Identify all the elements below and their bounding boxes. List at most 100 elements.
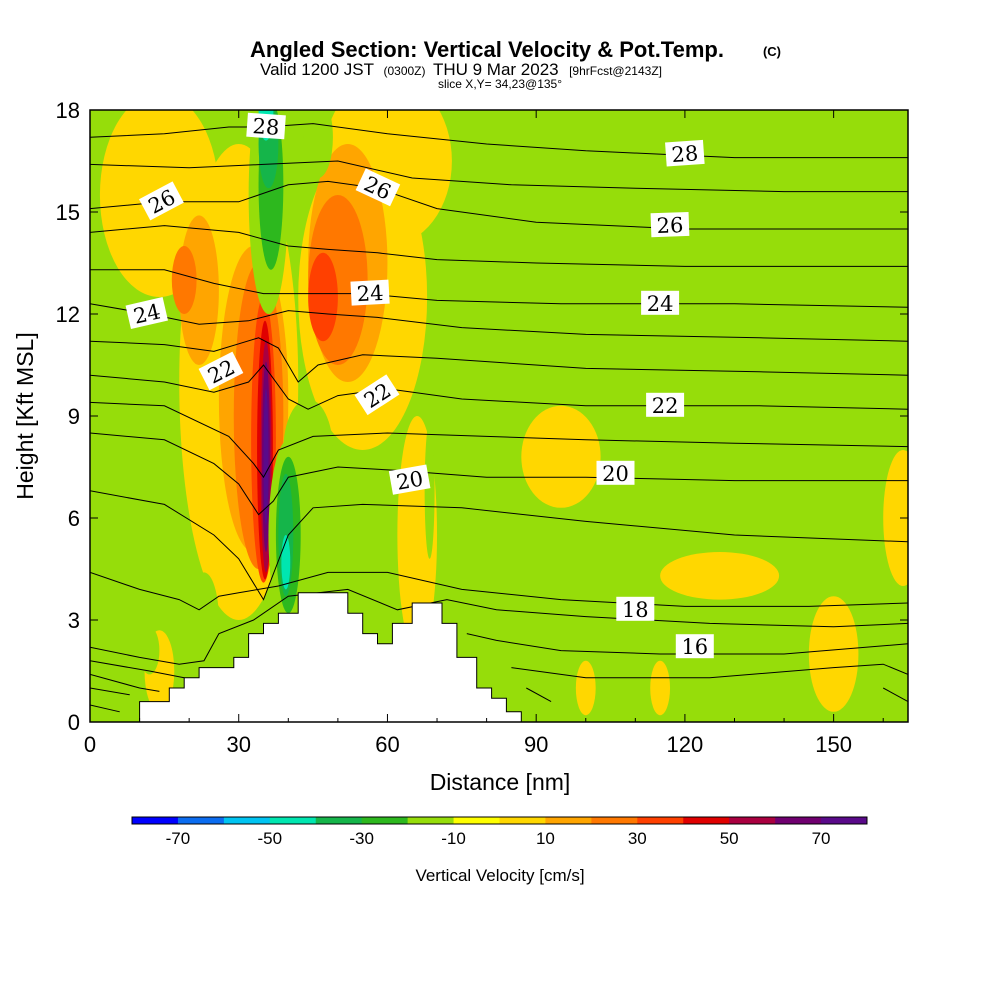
colorbar-tick-label: -30 xyxy=(349,829,374,848)
y-axis-label: Height [Kft MSL] xyxy=(12,332,38,499)
colorbar-segment xyxy=(315,817,363,824)
theta-contour-line xyxy=(90,571,908,611)
velocity-region xyxy=(424,422,435,559)
contour-label-text: 28 xyxy=(671,141,699,167)
colorbar-frame xyxy=(131,816,868,825)
contour-label-box xyxy=(596,460,635,485)
theta-contour-line xyxy=(90,364,908,410)
contour-label-text: 24 xyxy=(647,292,674,316)
contour-label: 22 xyxy=(646,392,685,418)
y-axis: 0 3 6 9 12 15 18 xyxy=(56,98,908,735)
contour-label-text: 20 xyxy=(602,462,629,486)
theta-contour-line xyxy=(511,663,908,679)
colorbar-segment xyxy=(499,817,546,824)
theta-contour-line xyxy=(90,673,160,692)
contour-label: 24 xyxy=(350,279,390,306)
velocity-region xyxy=(575,660,596,716)
velocity-region xyxy=(883,450,908,586)
velocity-region xyxy=(808,596,859,712)
x-tick-label: 120 xyxy=(667,732,704,757)
theta-contour-line xyxy=(90,225,908,267)
contour-label-box xyxy=(139,181,184,221)
theta-contour-line xyxy=(90,303,908,342)
contour-label-box xyxy=(388,464,431,495)
contour-label-text: 24 xyxy=(356,281,384,306)
colorbar-tick-label: -10 xyxy=(441,829,466,848)
colorbar-tick-label: 70 xyxy=(812,829,831,848)
theta-contour-line xyxy=(466,633,908,655)
colorbar-tick-label: 10 xyxy=(536,829,555,848)
contour-label-box xyxy=(355,168,401,207)
colorbar-segment xyxy=(729,817,776,824)
y-tick-label: 18 xyxy=(56,98,80,123)
chart-title: Angled Section: Vertical Velocity & Pot.… xyxy=(250,37,724,62)
contour-label: 26 xyxy=(139,181,184,221)
contour-label: 18 xyxy=(616,596,655,622)
theta-contour-line xyxy=(882,687,908,703)
theta-contour-line xyxy=(90,401,908,479)
y-tick-label: 15 xyxy=(56,200,80,225)
contour-label: 28 xyxy=(246,112,286,140)
contour-label-text: 18 xyxy=(622,598,649,622)
colorbar-segment xyxy=(775,817,822,824)
colorbar-tick-label: 30 xyxy=(628,829,647,848)
colorbar-segment xyxy=(591,817,638,824)
contour-label-box xyxy=(198,351,244,391)
theta-contour-line xyxy=(526,687,552,703)
contour-label-text: 16 xyxy=(681,635,708,659)
contour-label-box xyxy=(675,634,714,659)
theta-contour-line xyxy=(90,180,908,230)
velocity-region xyxy=(189,572,219,668)
colorbar-segment xyxy=(177,817,225,824)
colorbar-segment xyxy=(637,817,684,824)
velocity-region xyxy=(521,405,601,508)
colorbar-segment xyxy=(683,817,730,824)
velocity-region xyxy=(139,626,160,675)
colorbar-segment xyxy=(223,817,271,824)
contour-label-box xyxy=(641,290,680,315)
colorbar-segment xyxy=(361,817,409,824)
colorbar-segment xyxy=(545,817,592,824)
contour-label-box xyxy=(650,211,690,238)
theta-contour-line xyxy=(90,704,120,713)
contour-label: 28 xyxy=(665,139,705,167)
y-tick-label: 3 xyxy=(68,608,80,633)
y-tick-label: 0 xyxy=(68,710,80,735)
x-axis: 0 30 60 90 120 150 xyxy=(84,110,884,757)
velocity-region xyxy=(263,388,269,525)
x-tick-label: 150 xyxy=(815,732,852,757)
theta-contour-line xyxy=(90,588,908,665)
theta-contour-line xyxy=(90,160,908,193)
colorbar-tick-label: -70 xyxy=(166,829,191,848)
contour-label-box xyxy=(246,112,286,140)
velocity-region xyxy=(650,660,671,716)
contour-label-box xyxy=(616,596,655,621)
colorbar-segment xyxy=(821,817,868,824)
theta-contour-line xyxy=(90,123,908,159)
contour-label: 20 xyxy=(596,460,635,486)
theta-contour-line xyxy=(90,490,908,601)
theta-contour-line xyxy=(90,432,908,516)
contour-label: 26 xyxy=(650,211,690,238)
vertical-velocity-field xyxy=(90,110,908,722)
velocity-region xyxy=(171,246,197,314)
theta-contour-line xyxy=(90,337,908,383)
colorbar-segment xyxy=(269,817,317,824)
theta-contour-line xyxy=(90,660,185,679)
colorbar: -70 -50 -30 -10 10 30 50 70 xyxy=(131,816,868,848)
slice-label: slice X,Y= 34,23@135° xyxy=(438,77,562,91)
terrain-mask xyxy=(139,592,522,723)
contour-label: 16 xyxy=(675,634,714,659)
colorbar-tick-label: -50 xyxy=(258,829,283,848)
contour-label-text: 22 xyxy=(652,394,679,418)
velocity-region xyxy=(281,535,291,590)
contour-label: 20 xyxy=(388,464,431,495)
contour-label-text: 28 xyxy=(252,114,280,140)
x-tick-label: 60 xyxy=(375,732,399,757)
y-tick-label: 6 xyxy=(68,506,80,531)
velocity-region xyxy=(660,552,780,600)
contour-label-text: 20 xyxy=(395,466,425,494)
terrain-polygon xyxy=(139,592,522,723)
contour-label-box xyxy=(350,279,390,306)
